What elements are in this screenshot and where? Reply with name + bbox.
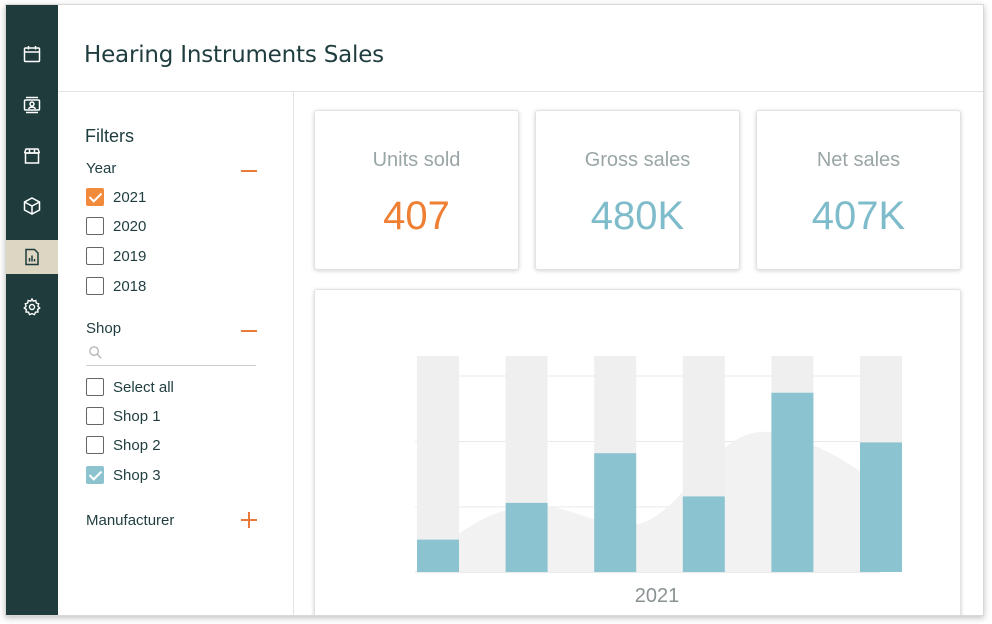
manufacturer-group-label: Manufacturer [86,512,175,529]
shop-option-label: Select all [113,378,174,396]
shop-option-shop-1[interactable]: Shop 1 [86,406,161,426]
shop-option-label: Shop 3 [113,466,161,484]
chart-bar[interactable] [682,496,725,572]
year-option-2020[interactable]: 2020 [86,216,146,236]
chart-bar[interactable] [417,539,459,572]
calendar-icon [23,46,41,63]
nav-contacts[interactable] [6,88,58,122]
checkbox[interactable] [86,436,104,454]
kpi-card-net-sales: Net sales 407K [756,110,961,270]
sidebar-nav [6,5,58,615]
box-icon [23,197,41,215]
kpi-label: Net sales [816,149,901,171]
chart-bar[interactable] [860,442,902,572]
year-option-label: 2018 [113,277,147,295]
filters-panel: Filters Year 2021 2020 2019 2018 Shop [58,92,294,615]
app-window: Hearing Instruments Sales Filters Year 2… [5,4,984,616]
year-option-label: 2019 [113,247,147,265]
gear-icon [23,297,41,316]
shop-collapse-toggle[interactable] [241,322,257,338]
checkbox[interactable] [86,407,104,425]
year-option-label: 2020 [113,217,147,235]
store-icon [23,148,41,164]
nav-products[interactable] [6,189,58,223]
chart-bar[interactable] [505,502,548,572]
year-option-2018[interactable]: 2018 [86,276,146,296]
shop-option-select-all[interactable]: Select all [86,377,174,397]
kpi-label: Units sold [372,149,461,171]
year-option-2019[interactable]: 2019 [86,246,146,266]
shop-option-shop-2[interactable]: Shop 2 [86,435,161,455]
search-icon [89,346,102,359]
kpi-card-gross-sales: Gross sales 480K [535,110,740,270]
kpi-value: 407K [811,194,906,238]
shop-group-label: Shop [86,320,122,337]
year-option-label: 2021 [113,188,147,206]
page-title: Hearing Instruments Sales [84,42,384,68]
shop-option-shop-3[interactable]: Shop 3 [86,465,161,485]
kpi-value: 407 [383,194,450,238]
shop-option-label: Shop 2 [113,436,161,454]
checkbox-checked[interactable] [86,188,104,206]
sales-chart-card: 2021 [314,289,961,615]
manufacturer-expand-toggle[interactable] [241,512,257,528]
contact-card-icon [23,96,41,114]
checkbox[interactable] [86,277,104,295]
report-icon [25,248,39,266]
chart-bars [417,356,902,572]
nav-calendar[interactable] [6,37,58,71]
year-collapse-toggle[interactable] [241,162,257,178]
kpi-value: 480K [590,194,685,238]
nav-reports[interactable] [6,240,58,274]
shop-search [86,342,256,366]
kpi-label: Gross sales [584,149,691,171]
page-header: Hearing Instruments Sales [58,5,983,92]
checkbox-checked[interactable] [86,466,104,484]
kpi-card-units-sold: Units sold 407 [314,110,519,270]
chart-bar[interactable] [594,453,637,572]
sales-chart: 2021 [415,356,902,607]
shop-search-input[interactable] [110,342,250,364]
nav-store[interactable] [6,139,58,173]
shop-option-label: Shop 1 [113,407,161,425]
year-group-label: Year [86,160,117,177]
checkbox[interactable] [86,247,104,265]
checkbox[interactable] [86,378,104,396]
chart-bar-track [417,356,459,572]
nav-settings[interactable] [6,290,58,324]
filters-title: Filters [85,126,134,146]
year-option-2021[interactable]: 2021 [86,187,146,207]
x-axis-label: 2021 [635,585,680,607]
chart-bar[interactable] [771,392,814,572]
checkbox[interactable] [86,217,104,235]
